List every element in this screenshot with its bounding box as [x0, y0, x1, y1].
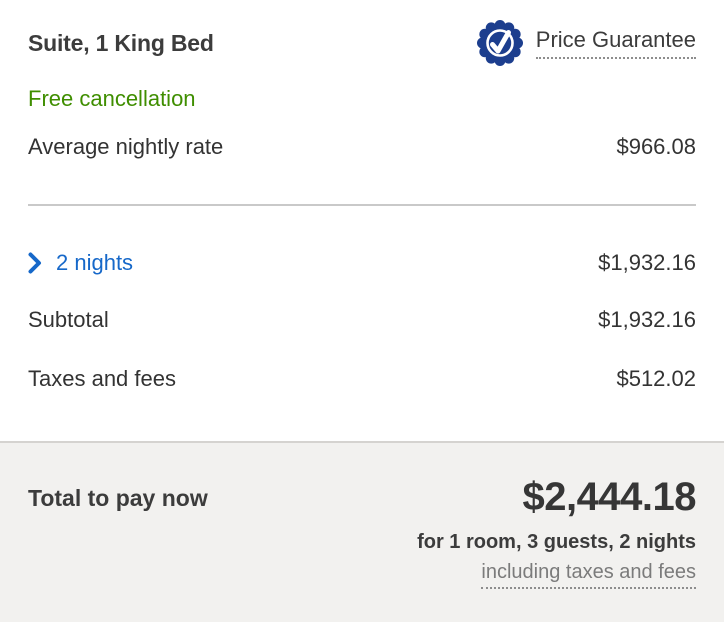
subtotal-label: Subtotal: [28, 307, 109, 332]
nights-row: 2 nights $1,932.16: [28, 250, 696, 276]
subtotal-row: Subtotal $1,932.16: [28, 307, 696, 333]
price-guarantee-button[interactable]: Price Guarantee: [476, 20, 696, 66]
nights-value: $1,932.16: [598, 250, 696, 275]
total-label: Total to pay now: [28, 485, 208, 511]
average-rate-label: Average nightly rate: [28, 134, 224, 159]
average-rate-value: $966.08: [616, 134, 696, 159]
free-cancellation-label: Free cancellation: [28, 86, 196, 111]
total-detail: for 1 room, 3 guests, 2 nights: [417, 531, 696, 553]
nights-label: 2 nights: [56, 250, 134, 275]
total-panel: Total to pay now $2,444.18 for 1 room, 3…: [0, 441, 724, 622]
taxes-row: Taxes and fees $512.02: [28, 366, 696, 392]
room-title: Suite, 1 King Bed: [28, 29, 214, 56]
price-guarantee-label: Price Guarantee: [535, 27, 696, 59]
subtotal-value: $1,932.16: [598, 307, 696, 332]
section-divider: [28, 204, 696, 206]
average-rate-row: Average nightly rate $966.08: [28, 134, 696, 160]
taxes-value: $512.02: [616, 366, 696, 391]
including-taxes-note-link[interactable]: including taxes and fees: [481, 561, 696, 589]
taxes-label: Taxes and fees: [28, 366, 176, 391]
nights-expand-link[interactable]: 2 nights: [28, 250, 133, 276]
chevron-right-icon: [28, 252, 41, 274]
price-guarantee-badge-icon: [476, 20, 523, 66]
header-row: Suite, 1 King Bed: [28, 0, 696, 66]
total-amount: $2,444.18: [522, 475, 697, 519]
